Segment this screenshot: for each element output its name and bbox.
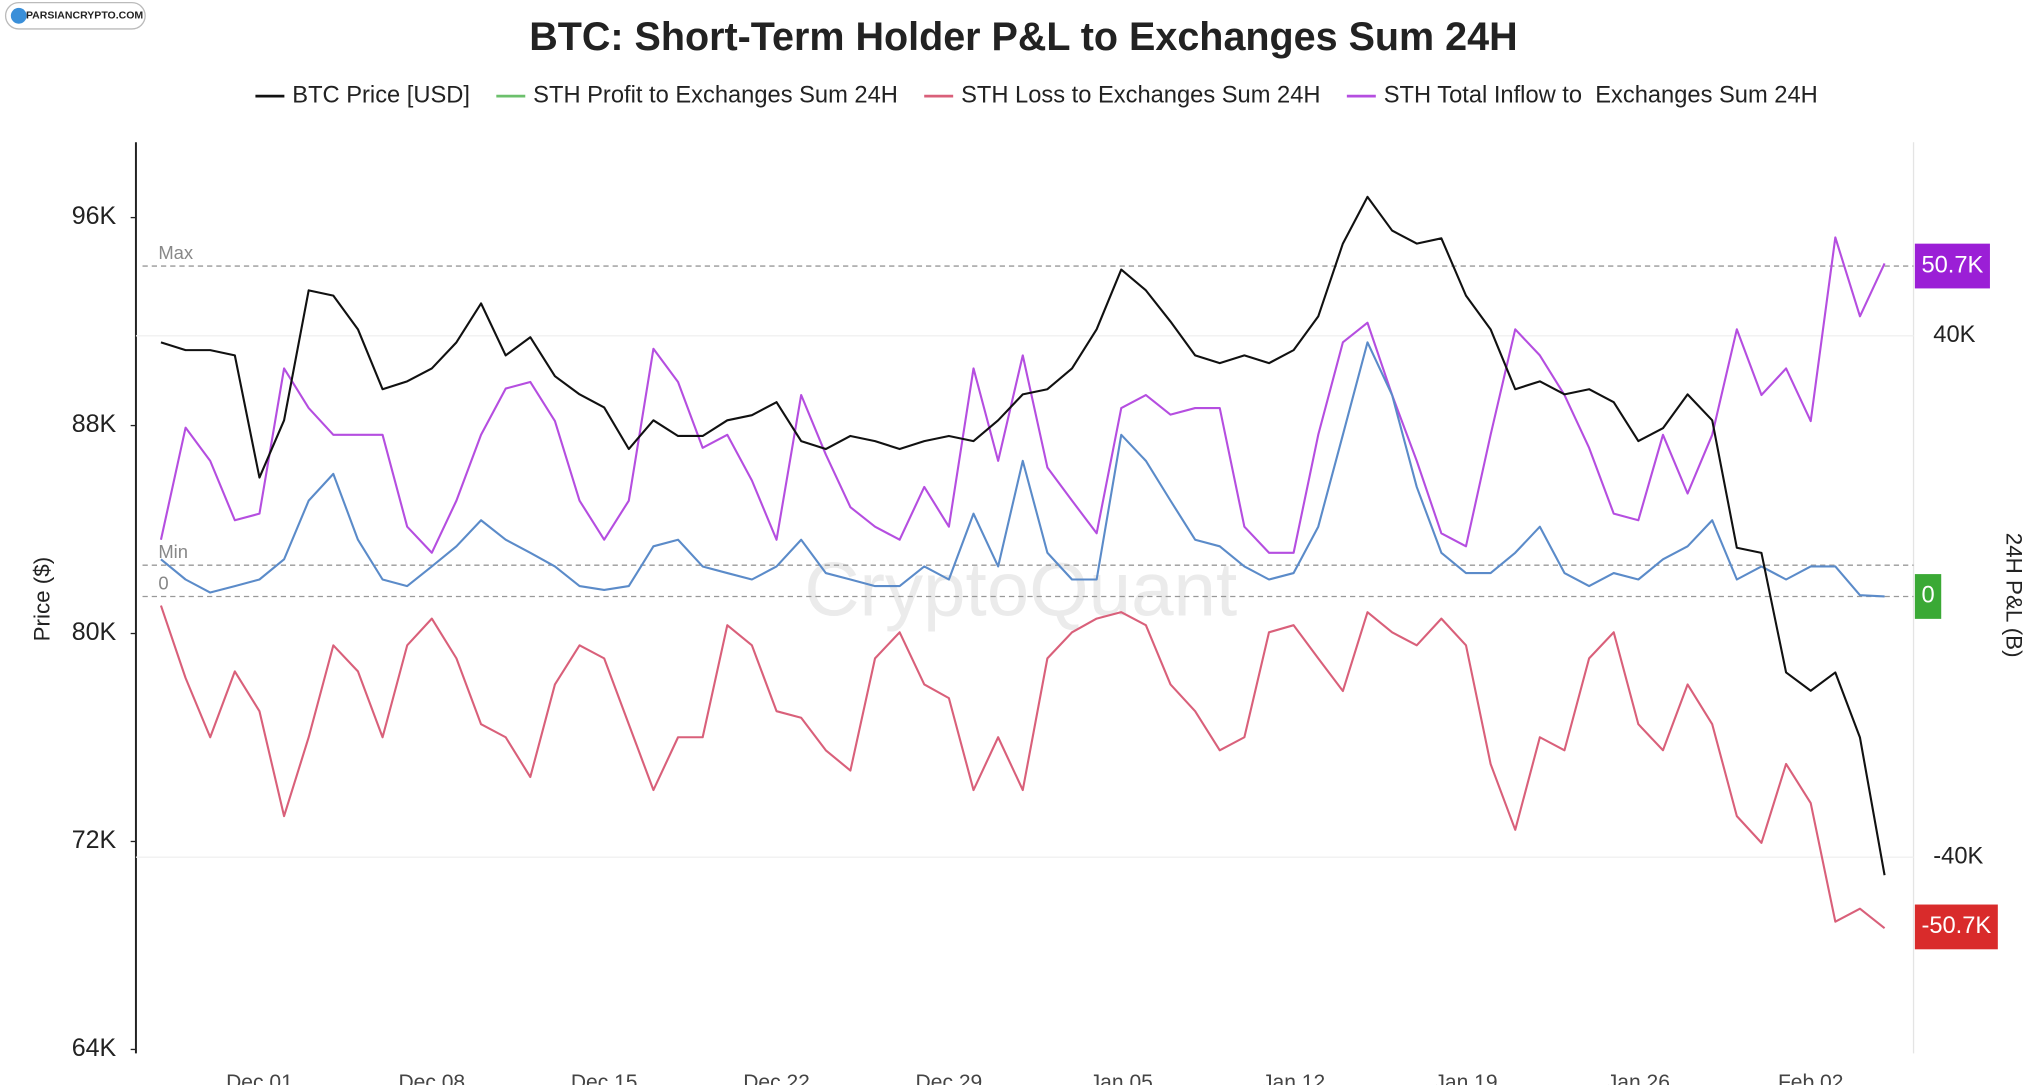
reference-label: Min [158, 541, 188, 562]
reference-label: 0 [158, 573, 168, 594]
legend-item: STH Loss to Exchanges Sum 24H [924, 82, 1321, 108]
badge [1914, 243, 1990, 289]
x-tick-label: Dec 08 [398, 1071, 465, 1085]
x-tick-label: Dec 01 [226, 1071, 293, 1085]
badge-label: 0 [1921, 583, 1934, 609]
x-tick-label: Jan 12 [1262, 1071, 1325, 1085]
badge [1914, 904, 1998, 950]
series-line [159, 605, 1886, 930]
badge-label: 50.7K [1921, 252, 1983, 278]
source-badge-box [4, 1, 146, 30]
x-tick-label: Dec 15 [571, 1071, 638, 1085]
legend-item: STH Profit to Exchanges Sum 24H [496, 82, 898, 108]
chart-title: BTC: Short-Term Holder P&L to Exchanges … [529, 15, 1517, 59]
series-line [160, 341, 1885, 598]
y-tick-label: 80K [72, 618, 117, 646]
reference-label: Max [158, 242, 194, 263]
y2-tick-label: 40K [1933, 322, 1975, 348]
badge-label: -50.7K [1921, 913, 1991, 939]
x-tick-label: Dec 29 [916, 1071, 983, 1085]
badge [1914, 574, 1942, 619]
x-tick-label: Jan 05 [1090, 1071, 1153, 1085]
series-line [160, 195, 1886, 876]
y-tick-label: 88K [72, 410, 117, 438]
series-line [159, 236, 1886, 554]
legend-label: STH Loss to Exchanges Sum 24H [961, 82, 1320, 108]
y-tick-label: 96K [72, 202, 117, 230]
source-badge: PARSIANCRYPTO.COM [26, 10, 143, 22]
y-axis-label: Price ($) [30, 557, 55, 642]
x-tick-label: Dec 22 [743, 1071, 810, 1085]
y2-tick-label: -40K [1933, 843, 1983, 869]
x-tick-label: Jan 26 [1607, 1071, 1670, 1085]
legend-item: BTC Price [USD] [255, 82, 470, 108]
y2-axis-label: 24H P&L (B) [2001, 533, 2026, 658]
legend-label: STH Total Inflow to Exchanges Sum 24H [1384, 82, 1818, 108]
y-tick-label: 72K [72, 826, 117, 854]
legend-label: STH Profit to Exchanges Sum 24H [533, 82, 898, 108]
y-tick-label: 64K [72, 1034, 117, 1062]
legend-item: STH Total Inflow to Exchanges Sum 24H [1346, 82, 1818, 108]
watermark: CryptoQuant [804, 547, 1237, 632]
source-badge-icon [10, 7, 27, 24]
x-tick-label: Jan 19 [1434, 1071, 1497, 1085]
x-tick-label: Feb 02 [1778, 1071, 1844, 1085]
legend-label: BTC Price [USD] [292, 82, 470, 108]
